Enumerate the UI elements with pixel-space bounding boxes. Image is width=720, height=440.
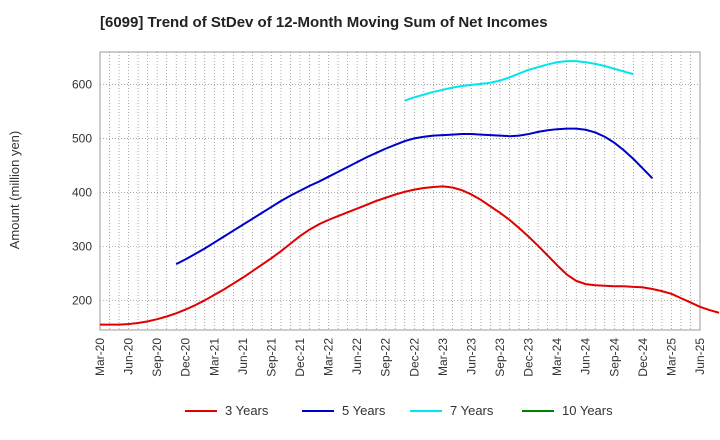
x-tick-label: Mar-22 bbox=[322, 338, 336, 376]
x-tick-label: Sep-20 bbox=[150, 338, 164, 377]
x-tick-label: Mar-25 bbox=[664, 338, 678, 376]
y-axis-title: Amount (million yen) bbox=[7, 131, 22, 250]
x-tick-label: Mar-23 bbox=[436, 338, 450, 376]
y-tick-label: 200 bbox=[72, 293, 92, 307]
x-tick-label: Jun-21 bbox=[236, 338, 250, 375]
x-tick-label: Mar-21 bbox=[207, 338, 221, 376]
x-tick-label: Sep-23 bbox=[493, 338, 507, 377]
series-line-3-years bbox=[100, 185, 720, 326]
x-tick-label: Mar-20 bbox=[93, 338, 107, 376]
y-tick-label: 500 bbox=[72, 131, 92, 145]
x-tick-label: Dec-21 bbox=[293, 338, 307, 377]
x-tick-label: Jun-25 bbox=[693, 338, 707, 375]
x-tick-label: Jun-23 bbox=[464, 338, 478, 375]
x-tick-label: Dec-22 bbox=[407, 338, 421, 377]
x-tick-label: Jun-24 bbox=[579, 338, 593, 375]
x-tick-label: Jun-20 bbox=[122, 338, 136, 375]
x-tick-label: Dec-24 bbox=[636, 338, 650, 377]
series-layer bbox=[100, 60, 720, 326]
x-tick-label: Sep-22 bbox=[379, 338, 393, 377]
y-tick-label: 400 bbox=[72, 185, 92, 199]
grid-layer bbox=[99, 51, 701, 331]
x-tick-label: Jun-22 bbox=[350, 338, 364, 375]
x-tick-label: Mar-24 bbox=[550, 338, 564, 376]
x-tick-label: Dec-20 bbox=[179, 338, 193, 377]
plot-frame bbox=[99, 51, 701, 331]
series-line-5-years bbox=[175, 127, 654, 266]
legend-label: 3 Years bbox=[225, 403, 269, 418]
axis-layer: 200 300 400 500 600 Mar-20 Jun-20 Sep-20 Dec-20 M… bbox=[72, 77, 707, 376]
x-tick-label: Sep-24 bbox=[607, 338, 621, 377]
chart-title: [6099] Trend of StDev of 12-Month Moving… bbox=[100, 14, 548, 31]
series-line-7-years bbox=[404, 60, 634, 102]
legend: 3 Years 5 Years 7 Years 10 Years bbox=[185, 403, 613, 418]
y-tick-label: 600 bbox=[72, 77, 92, 91]
y-tick-label: 300 bbox=[72, 239, 92, 253]
x-tick-label: Sep-21 bbox=[264, 338, 278, 377]
x-tick-label: Dec-23 bbox=[522, 338, 536, 377]
legend-label: 7 Years bbox=[450, 403, 494, 418]
legend-label: 10 Years bbox=[562, 403, 613, 418]
legend-label: 5 Years bbox=[342, 403, 386, 418]
